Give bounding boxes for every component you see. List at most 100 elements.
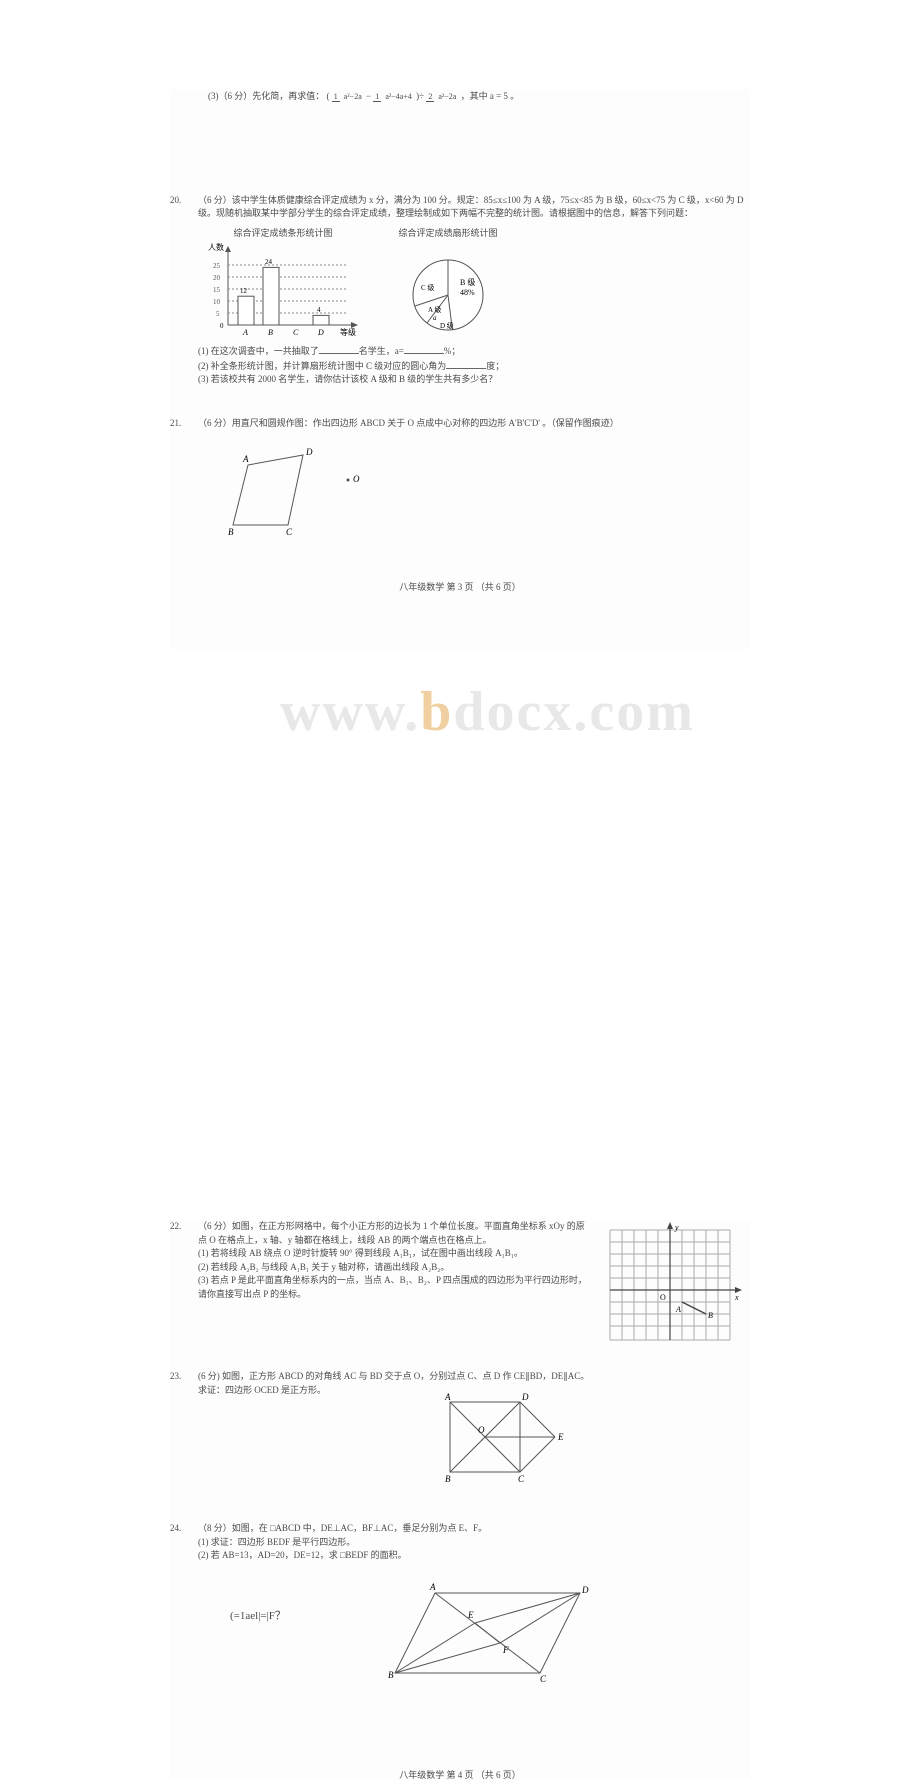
p24-text: （8 分）如图，在 □ABCD 中，DE⊥AC，BF⊥AC，垂足分别为点 E、F… bbox=[198, 1523, 487, 1533]
p22-text: （6 分）如图，在正方形网格中，每个小正方形的边长为 1 个单位长度。平面直角坐… bbox=[198, 1220, 590, 1247]
p22-q3: (3) 若点 P 是此平面直角坐标系内的一点，当点 A、B₁、B₂、P 四点围成… bbox=[170, 1274, 590, 1301]
p21-num: 21. bbox=[170, 417, 198, 431]
p22-num: 22. bbox=[170, 1220, 198, 1247]
grid-y: y bbox=[674, 1223, 679, 1232]
bar-chart: 综合评定成绩条形统计图 人数 5 10 15 bbox=[198, 227, 368, 341]
p23-O: O bbox=[478, 1425, 485, 1435]
lbl-A: A bbox=[242, 454, 249, 464]
svg-text:10: 10 bbox=[213, 298, 221, 306]
svg-text:A: A bbox=[242, 328, 248, 337]
p21-figure: A D B C O bbox=[198, 440, 398, 550]
bar-chart-svg: 人数 5 10 15 20 25 bbox=[198, 240, 368, 340]
p24-E: E bbox=[467, 1610, 474, 1620]
p24-num: 24. bbox=[170, 1522, 198, 1563]
blank bbox=[319, 344, 359, 354]
pie-b-percent: 48% bbox=[460, 288, 475, 297]
bar-val-d: 4 bbox=[317, 306, 321, 314]
p20-q2: (2) 补全条形统计图，并计算扇形统计图中 C 级对应的圆心角为 bbox=[198, 361, 446, 371]
p23-D: D bbox=[521, 1392, 529, 1402]
pie-chart-svg: B 级 48% C 级 A 级 a D 级 bbox=[378, 240, 518, 340]
p23-A: A bbox=[444, 1392, 451, 1402]
bar-chart-title: 综合评定成绩条形统计图 bbox=[198, 227, 368, 241]
p24-q2: (2) 若 AB=13，AD=20，DE=12，求 □BEDF 的面积。 bbox=[198, 1550, 407, 1560]
problem-22: 22. （6 分）如图，在正方形网格中，每个小正方形的边长为 1 个单位长度。平… bbox=[170, 1220, 750, 1350]
p23-text: (6 分) 如图，正方形 ABCD 的对角线 AC 与 BD 交于点 O，分别过… bbox=[198, 1371, 589, 1381]
p19-frac1: 1 a²−2a bbox=[332, 93, 364, 101]
pie-a-sub: a bbox=[433, 314, 437, 322]
grid-O: O bbox=[660, 1293, 666, 1302]
bar-val-b: 24 bbox=[265, 258, 273, 266]
p23-figure: A D B C E O bbox=[410, 1387, 580, 1497]
p20-q1-end: %； bbox=[444, 346, 461, 356]
frac2-den: a²−4a+4 bbox=[383, 92, 414, 101]
grid-A: A bbox=[675, 1305, 681, 1314]
problem-23: 23. (6 分) 如图，正方形 ABCD 的对角线 AC 与 BD 交于点 O… bbox=[170, 1370, 750, 1497]
p24-A: A bbox=[429, 1582, 436, 1592]
problem-21: 21. （6 分）用直尺和圆规作图：作出四边形 ABCD 关于 O 点成中心对称… bbox=[170, 417, 750, 551]
problem-24: 24. （8 分）如图，在 □ABCD 中，DE⊥AC，BF⊥AC，垂足分别为点… bbox=[170, 1522, 750, 1688]
pie-a-label: A 级 bbox=[428, 305, 441, 314]
page-footer-4: 八年级数学 第 4 页 （共 6 页） bbox=[170, 1768, 750, 1781]
pie-chart: 综合评定成绩扇形统计图 B 级 48% C 级 A 级 a bbox=[378, 227, 518, 341]
lbl-B: B bbox=[228, 527, 234, 537]
problem-19-3: (3)（6 分）先化简，再求值： ( 1 a²−2a − 1 a²−4a+4 )… bbox=[180, 90, 750, 104]
page-3: (3)（6 分）先化简，再求值： ( 1 a²−2a − 1 a²−4a+4 )… bbox=[170, 90, 750, 650]
svg-text:B: B bbox=[268, 328, 273, 337]
p19-frac2: 1 a²−4a+4 bbox=[373, 93, 414, 101]
wm-b: b bbox=[420, 681, 453, 743]
svg-text:20: 20 bbox=[213, 274, 221, 282]
frac2-num: 1 bbox=[373, 92, 381, 102]
pie-chart-title: 综合评定成绩扇形统计图 bbox=[378, 227, 518, 241]
lbl-O: O bbox=[353, 474, 360, 484]
svg-text:D: D bbox=[317, 328, 324, 337]
p24-q1: (1) 求证：四边形 BEDF 是平行四边形。 bbox=[198, 1537, 355, 1547]
lbl-D: D bbox=[305, 447, 313, 457]
blank bbox=[446, 359, 486, 369]
p19-div: )÷ bbox=[416, 91, 426, 101]
p22-q2: (2) 若线段 A₂B₂ 与线段 A₁B₁ 关于 y 轴对称，请画出线段 A₂B… bbox=[170, 1261, 590, 1275]
frac3-num: 2 bbox=[426, 92, 434, 102]
lbl-C: C bbox=[286, 527, 293, 537]
wm-prefix: www. bbox=[280, 681, 420, 743]
p23-B: B bbox=[445, 1474, 451, 1484]
pie-d-label: D 级 bbox=[440, 321, 454, 330]
p20-q3: (3) 若该校共有 2000 名学生，请你估计该校 A 级和 B 级的学生共有多… bbox=[198, 373, 750, 387]
wm-suffix: docx.com bbox=[453, 681, 695, 743]
blank bbox=[404, 344, 444, 354]
p22-q1: (1) 若将线段 AB 绕点 O 逆时针旋转 90° 得到线段 A₁B₁，试在图… bbox=[170, 1247, 590, 1261]
p24-C: C bbox=[540, 1674, 547, 1684]
frac1-den: a²−2a bbox=[342, 92, 364, 101]
p23-text2: 求证：四边形 OCED 是正方形。 bbox=[198, 1385, 326, 1395]
grid-B: B bbox=[708, 1311, 713, 1320]
svg-text:5: 5 bbox=[216, 310, 220, 318]
svg-text:0: 0 bbox=[220, 322, 224, 330]
pie-b-label: B 级 bbox=[460, 277, 475, 287]
grid-x: x bbox=[734, 1293, 739, 1302]
svg-text:25: 25 bbox=[213, 262, 221, 270]
p19-minus: − bbox=[366, 91, 373, 101]
page-footer-3: 八年级数学 第 3 页 （共 6 页） bbox=[170, 580, 750, 593]
x-label: 等级 bbox=[340, 327, 356, 337]
p21-text: （6 分）用直尺和圆规作图：作出四边形 ABCD 关于 O 点成中心对称的四边形… bbox=[198, 417, 750, 431]
p20-q2-end: 度； bbox=[486, 361, 504, 371]
problem-20: 20. （6 分）该中学生体质健康综合评定成绩为 x 分，满分为 100 分。规… bbox=[170, 194, 750, 387]
p20-q1: (1) 在这次调查中，一共抽取了 bbox=[198, 346, 319, 356]
p24-D: D bbox=[581, 1585, 589, 1595]
p22-grid: O x y A B bbox=[600, 1220, 750, 1350]
p19-prefix: (3)（6 分）先化简，再求值： bbox=[208, 91, 324, 101]
watermark: www.bdocx.com bbox=[280, 680, 695, 744]
p23-C: C bbox=[518, 1474, 525, 1484]
p20-num: 20. bbox=[170, 194, 198, 221]
p24-note: (=1ael|=|F？ bbox=[170, 1578, 370, 1688]
p23-E: E bbox=[557, 1432, 564, 1442]
bar-val-a: 12 bbox=[240, 287, 248, 295]
p23-num: 23. bbox=[170, 1370, 198, 1397]
svg-text:C: C bbox=[293, 328, 299, 337]
p24-figure: A D B C E F bbox=[380, 1578, 600, 1688]
p24-B: B bbox=[388, 1670, 394, 1680]
p19-frac3: 2 a²−2a bbox=[426, 93, 458, 101]
y-label: 人数 bbox=[208, 242, 224, 252]
svg-text:15: 15 bbox=[213, 286, 221, 294]
page-4: 22. （6 分）如图，在正方形网格中，每个小正方形的边长为 1 个单位长度。平… bbox=[170, 1220, 750, 1780]
p20-text: （6 分）该中学生体质健康综合评定成绩为 x 分，满分为 100 分。规定：85… bbox=[198, 194, 750, 221]
